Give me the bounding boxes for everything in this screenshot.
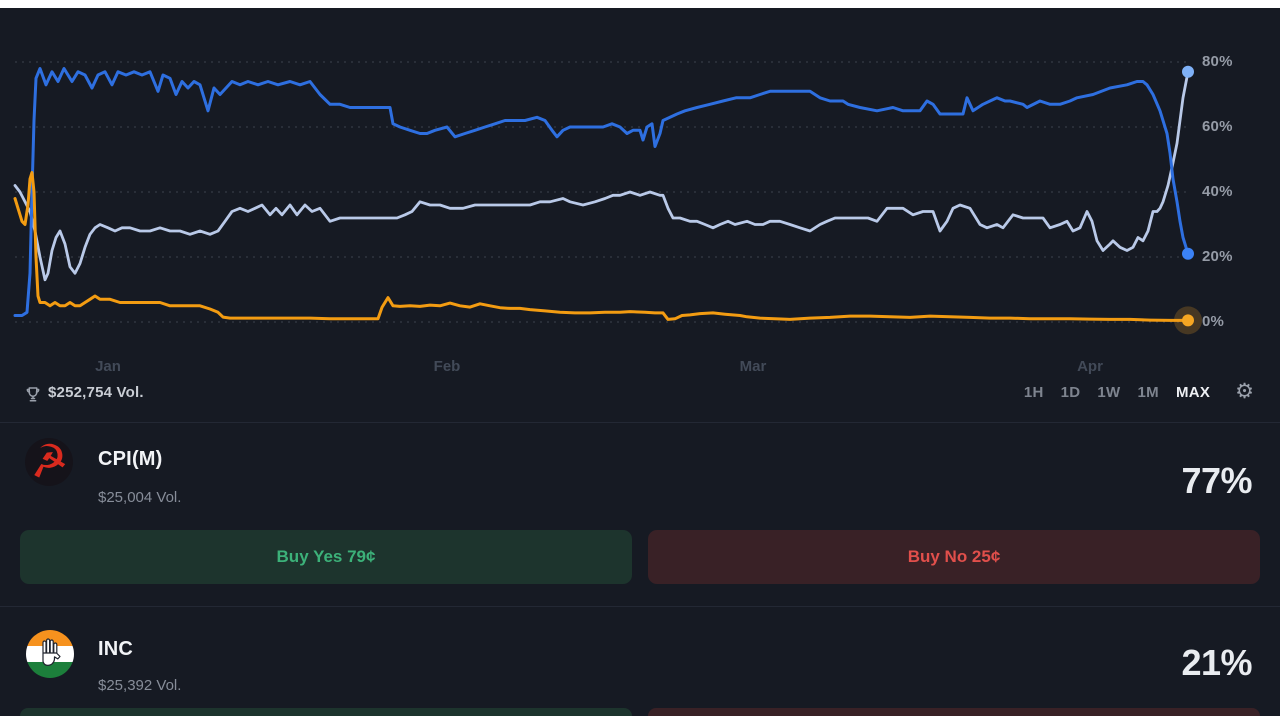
outcome-probability: 21% <box>1181 642 1252 683</box>
outcome-name: INC <box>98 638 134 660</box>
y-axis-label: 60% <box>1202 118 1233 135</box>
endpoint-dot-cpim-probability <box>1182 65 1194 78</box>
timeframe-1h[interactable]: 1H <box>1023 383 1044 401</box>
settings-gear-icon[interactable]: ⚙ <box>1235 380 1254 403</box>
buy-yes-button-cpim[interactable]: Buy Yes 79¢ <box>20 530 632 584</box>
outcome-name: CPI(M) <box>98 448 163 470</box>
prediction-market-app: 80% 60% 40% 20% 0% Jan Feb Mar Apr $252,754 Vol.… <box>0 8 1280 716</box>
buy-no-button-inc[interactable] <box>648 708 1260 716</box>
hammer-and-sickle-icon: ☭ <box>25 438 72 486</box>
timeframe-max[interactable]: MAX <box>1175 383 1211 401</box>
x-axis-label: Jan <box>95 358 121 375</box>
cpim-logo: ☭ <box>25 438 73 486</box>
timeframe-1m[interactable]: 1M <box>1137 383 1159 401</box>
series-line-inc-probability <box>13 67 1190 317</box>
series-line-cpim-probability <box>13 70 1190 282</box>
timeframe-1w[interactable]: 1W <box>1097 383 1121 401</box>
y-axis-label: 40% <box>1202 183 1233 200</box>
y-axis-label: 0% <box>1202 313 1225 330</box>
trophy-icon <box>26 387 40 402</box>
x-axis-label: Apr <box>1077 358 1103 375</box>
x-axis-label: Mar <box>739 358 767 375</box>
buy-yes-button-inc[interactable] <box>20 708 632 716</box>
x-axis-label: Feb <box>433 358 461 375</box>
outcome-probability: 77% <box>1181 460 1252 501</box>
endpoint-dot-inc-probability <box>1182 247 1194 260</box>
outcome-volume: $25,392 Vol. <box>98 677 182 694</box>
endpoint-dot-third-outcome-probability <box>1182 314 1194 327</box>
inc-logo <box>26 630 74 678</box>
outcome-volume: $25,004 Vol. <box>98 489 182 506</box>
price-chart[interactable] <box>0 8 1280 360</box>
timeframe-1d[interactable]: 1D <box>1060 383 1081 401</box>
inc-flag-hand-icon <box>26 630 74 678</box>
timeframe-selector: 1H 1D 1W 1M MAX ⚙ <box>1023 380 1254 403</box>
y-axis-label: 20% <box>1202 248 1233 265</box>
series-line-third-outcome-probability <box>13 171 1190 322</box>
divider <box>0 606 1280 607</box>
y-axis-label: 80% <box>1202 53 1233 70</box>
total-volume: $252,754 Vol. <box>48 384 144 401</box>
divider <box>0 422 1280 423</box>
buy-no-button-cpim[interactable]: Buy No 25¢ <box>648 530 1260 584</box>
